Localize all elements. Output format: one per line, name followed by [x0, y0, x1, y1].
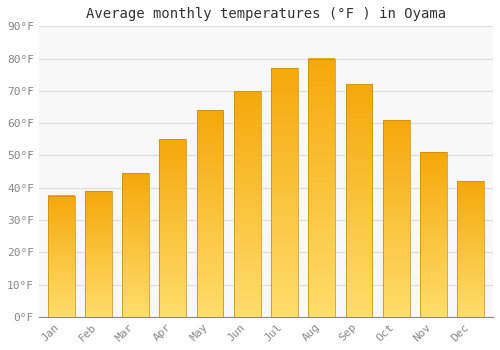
- Bar: [48, 196, 74, 317]
- Bar: [383, 120, 409, 317]
- Bar: [234, 91, 260, 317]
- Bar: [271, 68, 298, 317]
- Bar: [458, 181, 484, 317]
- Bar: [308, 58, 335, 317]
- Title: Average monthly temperatures (°F ) in Oyama: Average monthly temperatures (°F ) in Oy…: [86, 7, 446, 21]
- Bar: [160, 139, 186, 317]
- Bar: [346, 84, 372, 317]
- Bar: [122, 173, 149, 317]
- Bar: [420, 152, 447, 317]
- Bar: [196, 110, 224, 317]
- Bar: [85, 191, 112, 317]
